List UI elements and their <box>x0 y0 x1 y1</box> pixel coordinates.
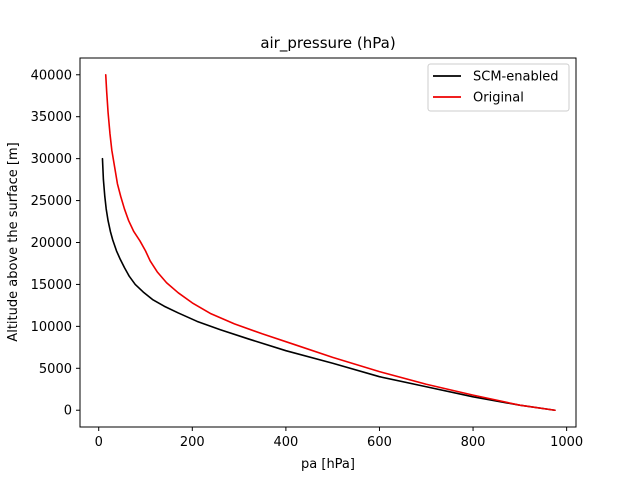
y-axis-label: Altitude above the surface [m] <box>6 142 21 341</box>
y-tick-label: 0 <box>64 404 72 419</box>
y-tick-label: 15000 <box>31 278 72 293</box>
legend: SCM-enabled Original <box>427 63 570 112</box>
y-tick-label: 40000 <box>31 68 72 83</box>
legend-box <box>427 63 570 112</box>
x-tick-label: 600 <box>367 435 392 450</box>
y-tick-label: 20000 <box>31 236 72 251</box>
x-tick-label: 1000 <box>550 435 583 450</box>
legend-label: Original <box>473 91 524 106</box>
axis-ticks: 0 200 400 600 800 100005000100001500020000250… <box>31 68 584 450</box>
series-line-scm-enabled <box>101 157 556 412</box>
x-axis-label: pa [hPa] <box>301 457 355 472</box>
series-line-original <box>104 73 556 412</box>
y-tick-label: 35000 <box>31 110 72 125</box>
y-tick-label: 10000 <box>31 320 72 335</box>
x-tick-label: 200 <box>180 435 205 450</box>
x-tick-label: 400 <box>273 435 298 450</box>
y-tick-label: 25000 <box>31 194 72 209</box>
x-tick-label: 800 <box>461 435 486 450</box>
y-tick-label: 30000 <box>31 152 72 167</box>
x-tick-label: 0 <box>95 435 103 450</box>
legend-label: SCM-enabled <box>473 70 559 85</box>
plot-area <box>101 73 556 412</box>
plot-frame <box>79 57 577 428</box>
chart-title: air_pressure (hPa) <box>260 34 395 53</box>
y-tick-label: 5000 <box>39 362 72 377</box>
